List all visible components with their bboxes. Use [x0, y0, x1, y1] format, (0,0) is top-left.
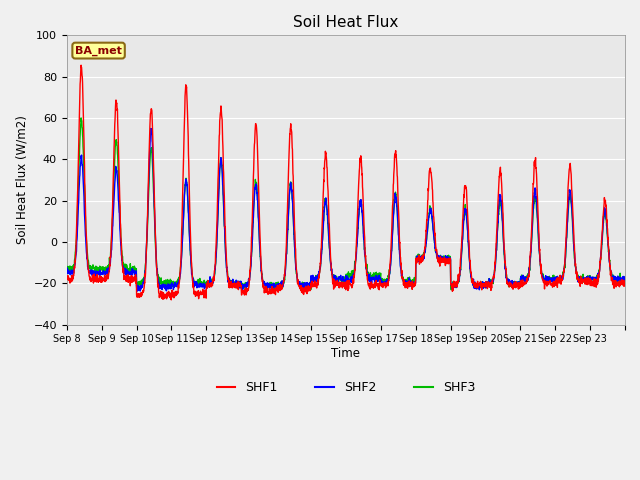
- SHF3: [77, 115, 85, 121]
- SHF3: [63, 265, 70, 271]
- Title: Soil Heat Flux: Soil Heat Flux: [293, 15, 399, 30]
- SHF3: [239, 283, 247, 289]
- Y-axis label: Soil Heat Flux (W/m2): Soil Heat Flux (W/m2): [15, 116, 28, 244]
- SHF2: [118, 263, 126, 268]
- SHF3: [380, 277, 388, 283]
- Line: SHF2: SHF2: [67, 129, 625, 291]
- X-axis label: Time: Time: [332, 347, 360, 360]
- SHF2: [614, 278, 621, 284]
- Line: SHF3: SHF3: [67, 118, 625, 290]
- Text: BA_met: BA_met: [75, 46, 122, 56]
- SHF1: [168, 297, 175, 303]
- SHF3: [546, 276, 554, 282]
- SHF2: [380, 281, 388, 287]
- SHF1: [515, 286, 522, 292]
- SHF3: [119, 259, 127, 264]
- SHF1: [621, 280, 629, 286]
- SHF3: [621, 274, 629, 280]
- SHF1: [119, 264, 127, 270]
- SHF3: [515, 281, 522, 287]
- Line: SHF1: SHF1: [67, 65, 625, 300]
- SHF2: [621, 276, 629, 281]
- SHF1: [63, 275, 70, 281]
- SHF1: [77, 62, 85, 68]
- SHF2: [134, 288, 141, 294]
- SHF1: [546, 279, 554, 285]
- SHF3: [300, 287, 308, 293]
- SHF2: [63, 267, 70, 273]
- SHF1: [380, 280, 388, 286]
- SHF2: [515, 281, 522, 287]
- SHF3: [614, 276, 621, 282]
- Legend: SHF1, SHF2, SHF3: SHF1, SHF2, SHF3: [212, 376, 480, 399]
- SHF2: [546, 276, 554, 282]
- SHF1: [614, 282, 621, 288]
- SHF1: [239, 290, 247, 296]
- SHF2: [239, 284, 247, 290]
- SHF2: [147, 126, 155, 132]
